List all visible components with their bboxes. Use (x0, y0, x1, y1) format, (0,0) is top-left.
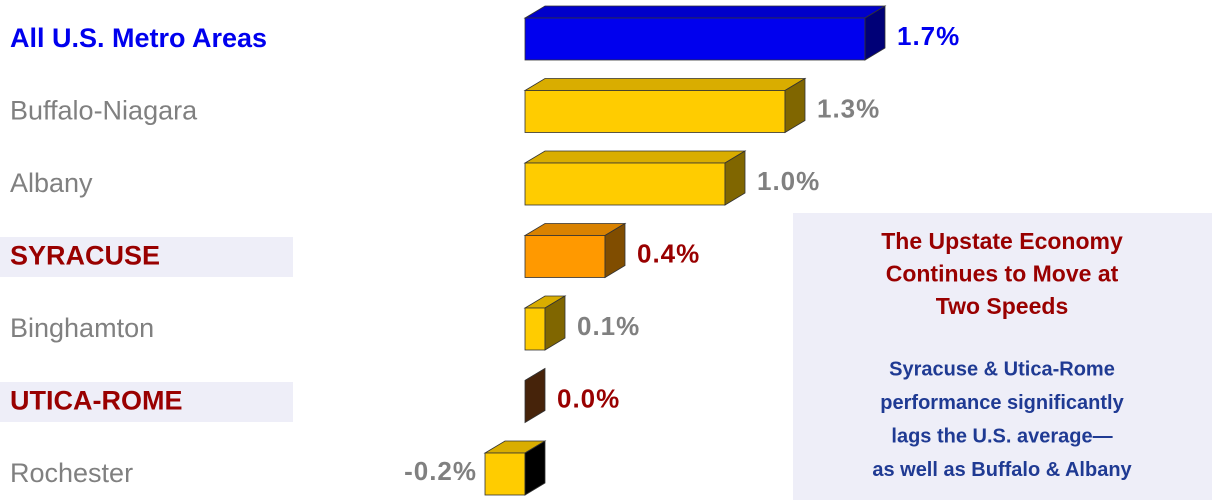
bar (484, 452, 526, 496)
value-label: 1.0% (757, 166, 820, 196)
bar (524, 17, 866, 61)
bar-side (604, 222, 626, 279)
annotation-box (793, 213, 1212, 500)
value-label: 0.1% (577, 311, 640, 341)
bar (524, 235, 606, 278)
bar-side (784, 77, 806, 134)
value-label: 1.3% (817, 93, 880, 123)
value-label: 0.0% (557, 383, 620, 413)
category-label: SYRACUSE (10, 241, 160, 271)
annotation-title: Continues to Move at (886, 261, 1119, 287)
bar-side (524, 367, 546, 424)
annotation-title: Two Speeds (936, 293, 1069, 319)
category-label: Rochester (10, 458, 133, 488)
bar (524, 90, 786, 133)
bar (524, 307, 546, 351)
category-label: Buffalo-Niagara (10, 96, 198, 126)
highlight-band (0, 237, 293, 277)
annotation-title: The Upstate Economy (881, 228, 1123, 254)
bar-top (523, 5, 887, 19)
value-label: 0.4% (637, 238, 700, 268)
category-label: All U.S. Metro Areas (10, 23, 267, 53)
bar-side (524, 440, 546, 496)
category-label: UTICA-ROME (10, 386, 182, 416)
bar-side (544, 295, 566, 351)
bar-side (864, 5, 886, 61)
annotation-body: Syracuse & Utica-Rome (889, 358, 1115, 380)
highlight-band (0, 382, 293, 422)
value-label: 1.7% (897, 21, 960, 51)
bar-top (523, 150, 747, 164)
bar-side (724, 150, 746, 206)
bar (524, 162, 726, 206)
bar-top (523, 78, 807, 91)
category-label: Binghamton (10, 313, 154, 343)
annotation-body: lags the U.S. average— (891, 425, 1112, 447)
category-label: Albany (10, 168, 93, 198)
annotation-body: performance significantly (880, 392, 1124, 414)
value-label: -0.2% (404, 456, 477, 486)
annotation-body: as well as Buffalo & Albany (872, 459, 1132, 481)
